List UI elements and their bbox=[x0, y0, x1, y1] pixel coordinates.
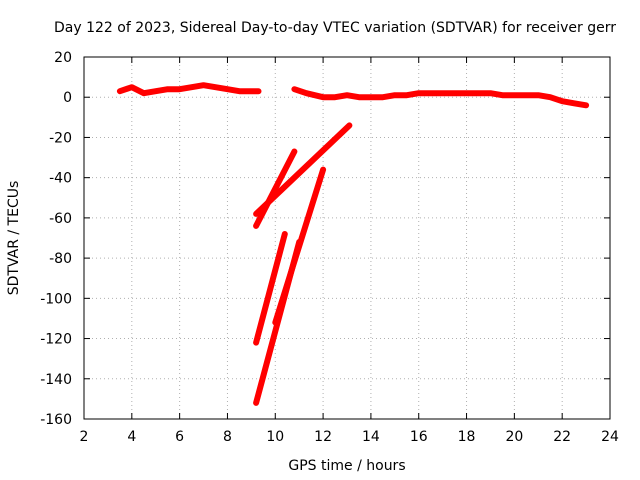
x-tick-label: 2 bbox=[80, 429, 89, 445]
y-tick-label: -80 bbox=[49, 251, 72, 267]
x-axis-label: GPS time / hours bbox=[288, 458, 405, 474]
series-line bbox=[253, 148, 298, 229]
x-tick-label: 22 bbox=[553, 429, 571, 445]
grid-lines bbox=[84, 57, 610, 419]
plot-border bbox=[83, 56, 611, 420]
x-tick-label: 8 bbox=[223, 429, 232, 445]
chart-title: Day 122 of 2023, Sidereal Day-to-day VTE… bbox=[54, 20, 616, 36]
x-tick-label: 6 bbox=[175, 429, 184, 445]
series-line bbox=[291, 86, 590, 109]
x-tick-label: 18 bbox=[458, 429, 476, 445]
y-tick-label: -20 bbox=[49, 130, 72, 146]
series-line bbox=[116, 82, 262, 97]
y-tick-label: -60 bbox=[49, 211, 72, 227]
x-tick-label: 12 bbox=[314, 429, 332, 445]
y-tick-label: -160 bbox=[40, 412, 72, 428]
x-tick-label: 14 bbox=[362, 429, 380, 445]
y-tick-label: -100 bbox=[40, 291, 72, 307]
y-tick-label: 0 bbox=[63, 90, 72, 106]
y-tick-label: -40 bbox=[49, 171, 72, 187]
x-tick-label: 4 bbox=[127, 429, 136, 445]
x-tick-label: 10 bbox=[266, 429, 284, 445]
y-tick-label: 20 bbox=[54, 50, 72, 66]
y-tick-label: -140 bbox=[40, 372, 72, 388]
series-line bbox=[253, 231, 288, 346]
x-axis-ticks: 2 4 6 8 10 12 14 16 18 20 22 24 bbox=[80, 57, 619, 445]
y-tick-label: -120 bbox=[40, 332, 72, 348]
x-tick-label: 20 bbox=[505, 429, 523, 445]
series-line bbox=[272, 166, 327, 326]
data-series bbox=[116, 82, 590, 406]
y-axis-label: SDTVAR / TECUs bbox=[6, 181, 22, 296]
x-tick-label: 24 bbox=[601, 429, 619, 445]
y-axis-ticks: 20 0 -20 -40 -60 -80 -100 -120 -140 -160 bbox=[40, 50, 610, 428]
x-tick-label: 16 bbox=[410, 429, 428, 445]
